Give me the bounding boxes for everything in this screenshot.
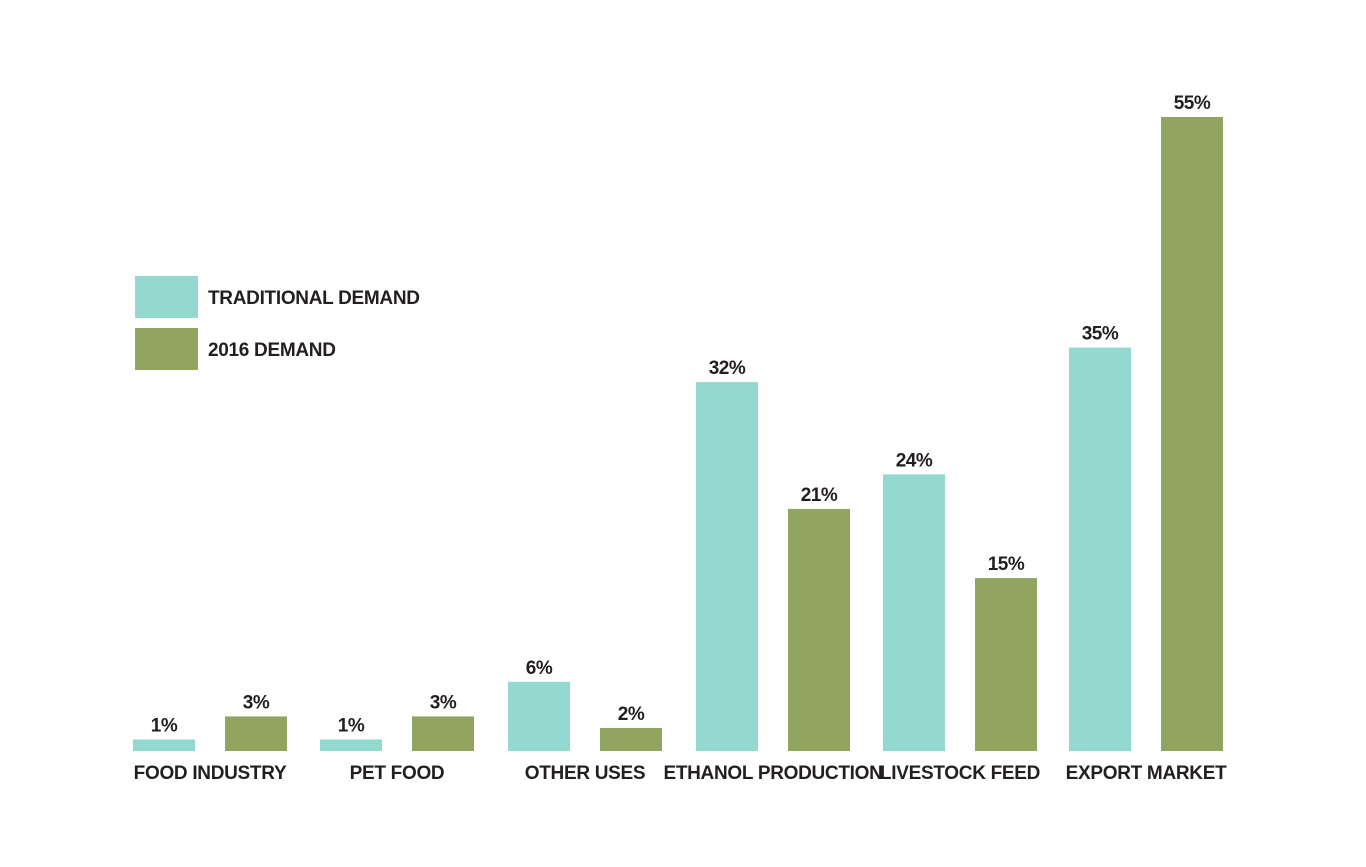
bar-2016-0 <box>225 716 287 751</box>
value-label: 32% <box>709 358 746 379</box>
legend-label: TRADITIONAL DEMAND <box>208 288 420 309</box>
category-label: OTHER USES <box>525 763 646 784</box>
value-label: 15% <box>988 554 1025 575</box>
bar-2016-4 <box>975 578 1037 751</box>
bar-traditional-2 <box>508 681 570 751</box>
value-label: 2% <box>618 704 645 725</box>
bars <box>133 117 1223 751</box>
category-label: FOOD INDUSTRY <box>134 763 287 784</box>
bar-traditional-5 <box>1069 347 1131 751</box>
bar-traditional-3 <box>696 382 758 751</box>
legend: TRADITIONAL DEMAND 2016 DEMAND <box>135 276 420 370</box>
category-labels: FOOD INDUSTRY PET FOOD OTHER USES ETHANOL P… <box>134 763 1228 784</box>
value-label: 6% <box>526 658 553 679</box>
bar-traditional-1 <box>320 739 382 751</box>
value-label: 3% <box>243 692 270 713</box>
value-label: 3% <box>430 692 457 713</box>
value-label: 55% <box>1174 93 1211 114</box>
value-label: 24% <box>896 450 933 471</box>
legend-swatch <box>135 276 198 318</box>
bar-traditional-4 <box>883 474 945 751</box>
bar-2016-1 <box>412 716 474 751</box>
value-label: 1% <box>338 715 365 736</box>
value-label: 21% <box>801 485 838 506</box>
legend-swatch <box>135 328 198 370</box>
category-label: EXPORT MARKET <box>1066 763 1227 784</box>
bar-2016-3 <box>788 508 850 751</box>
value-labels: 1% 3% 1% 3% 6% 2% 32% 21% 24% 15% 35% 55% <box>151 93 1212 736</box>
bar-2016-5 <box>1161 117 1223 751</box>
value-label: 1% <box>151 715 178 736</box>
value-label: 35% <box>1082 324 1119 345</box>
legend-label: 2016 DEMAND <box>208 340 336 361</box>
category-label: LIVESTOCK FEED <box>880 763 1040 784</box>
category-label: PET FOOD <box>350 763 445 784</box>
category-label: ETHANOL PRODUCTION <box>663 763 882 784</box>
bar-2016-2 <box>600 727 662 751</box>
bar-traditional-0 <box>133 739 195 751</box>
